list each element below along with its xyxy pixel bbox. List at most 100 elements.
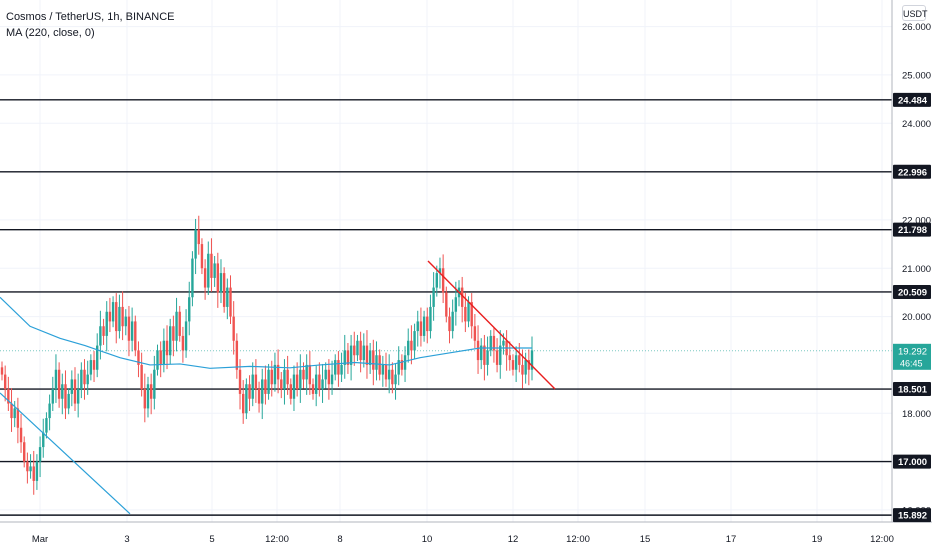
candle-body bbox=[308, 364, 312, 385]
candle-body bbox=[32, 466, 35, 481]
candle-body bbox=[295, 374, 299, 390]
candle-body bbox=[35, 461, 39, 481]
candle-body bbox=[413, 331, 416, 351]
time-tick-label: 17 bbox=[726, 534, 737, 545]
candle-body bbox=[280, 379, 283, 390]
last-price-badge bbox=[893, 343, 931, 370]
price-tick-label: 20.000 bbox=[902, 312, 931, 323]
candle-body bbox=[108, 311, 112, 322]
candle-body bbox=[162, 340, 166, 365]
candle-body bbox=[502, 340, 505, 346]
candle-body bbox=[384, 364, 388, 380]
candle-body bbox=[181, 335, 185, 351]
level-price-badge bbox=[893, 382, 931, 397]
candle-body bbox=[257, 389, 261, 404]
candle-body bbox=[118, 306, 121, 332]
price-tick-label: 21.000 bbox=[902, 264, 931, 275]
candle-body bbox=[334, 360, 337, 375]
candle-body bbox=[188, 297, 191, 322]
candle-body bbox=[302, 369, 305, 380]
candle-body bbox=[203, 268, 207, 288]
candle-body bbox=[146, 384, 150, 409]
time-axis-bg bbox=[0, 522, 932, 550]
candle-body bbox=[435, 273, 438, 288]
indicator-lines bbox=[0, 260, 556, 515]
candle-body bbox=[200, 244, 204, 269]
candle-body bbox=[441, 268, 445, 293]
candle-body bbox=[197, 229, 200, 245]
candle-body bbox=[92, 360, 96, 370]
price-tick-label: 22.000 bbox=[902, 215, 931, 226]
candle-body bbox=[80, 369, 83, 390]
candle-body bbox=[194, 229, 197, 259]
symbol-title[interactable]: Cosmos / TetherUS, 1h, BINANCE bbox=[6, 11, 175, 23]
candle-body bbox=[143, 389, 147, 409]
candle-body bbox=[521, 364, 524, 375]
price-tick-label: 18.000 bbox=[902, 409, 931, 420]
candle-body bbox=[438, 268, 442, 274]
candle-body bbox=[130, 321, 134, 341]
currency-button[interactable]: USDT bbox=[902, 5, 928, 21]
candle-body bbox=[10, 403, 13, 419]
candle-body bbox=[105, 311, 108, 336]
candle-body bbox=[276, 364, 280, 380]
candle-body bbox=[264, 379, 267, 394]
candle-body bbox=[96, 345, 99, 370]
candle-body bbox=[238, 369, 242, 394]
candle-body bbox=[124, 316, 127, 327]
candle-body bbox=[86, 374, 89, 385]
candle-body bbox=[191, 258, 194, 298]
candle-body bbox=[254, 374, 258, 390]
candle-body bbox=[514, 355, 518, 370]
candle-body bbox=[318, 374, 321, 390]
candle-body bbox=[207, 253, 210, 288]
price-tick-label: 26.000 bbox=[902, 22, 931, 33]
ma-indicator-label[interactable]: MA (220, close, 0) bbox=[6, 27, 95, 39]
candle-body bbox=[499, 345, 502, 365]
candle-body bbox=[327, 369, 331, 385]
candle-body bbox=[311, 384, 315, 394]
candle-body bbox=[394, 374, 397, 385]
candle-body bbox=[229, 287, 232, 317]
candle-body bbox=[42, 432, 45, 448]
level-price-label: 20.509 bbox=[898, 287, 927, 298]
candle-body bbox=[226, 287, 229, 307]
candle-body bbox=[115, 302, 118, 332]
candle-body bbox=[289, 384, 293, 399]
candle-body bbox=[45, 418, 48, 433]
candle-body bbox=[134, 321, 137, 351]
candle-body bbox=[378, 355, 381, 375]
level-price-badge bbox=[893, 222, 931, 237]
candle-body bbox=[419, 321, 423, 336]
candle-body bbox=[23, 442, 26, 462]
candle-body bbox=[57, 369, 61, 399]
candle-body bbox=[340, 364, 343, 375]
candle-body bbox=[432, 287, 435, 307]
candle-body bbox=[337, 360, 340, 375]
candle-body bbox=[140, 364, 143, 390]
price-tick-label: 25.000 bbox=[902, 70, 931, 81]
time-axis[interactable]: Mar 3 5 12:00 8 10 12 12:00 15 17 19 12:00 bbox=[0, 521, 932, 550]
candle-body bbox=[314, 374, 318, 394]
candle-body bbox=[353, 345, 356, 356]
candle-body bbox=[235, 340, 239, 370]
candle-body bbox=[403, 355, 407, 370]
candle-body bbox=[159, 350, 162, 365]
ma-220-line bbox=[0, 296, 532, 369]
candle-body bbox=[381, 364, 385, 375]
candle-body bbox=[368, 350, 372, 365]
candle-body bbox=[261, 379, 264, 404]
candle-body bbox=[169, 326, 172, 356]
candle-body bbox=[172, 326, 175, 341]
time-tick-label: 12:00 bbox=[870, 534, 894, 545]
candle-body bbox=[29, 466, 32, 472]
candle-body bbox=[489, 335, 492, 351]
time-tick-label: 19 bbox=[812, 534, 823, 545]
level-price-badge bbox=[893, 92, 931, 107]
candle-body bbox=[397, 360, 400, 375]
candle-body bbox=[445, 292, 448, 317]
candle-body bbox=[219, 273, 223, 293]
candle-body bbox=[483, 345, 486, 365]
